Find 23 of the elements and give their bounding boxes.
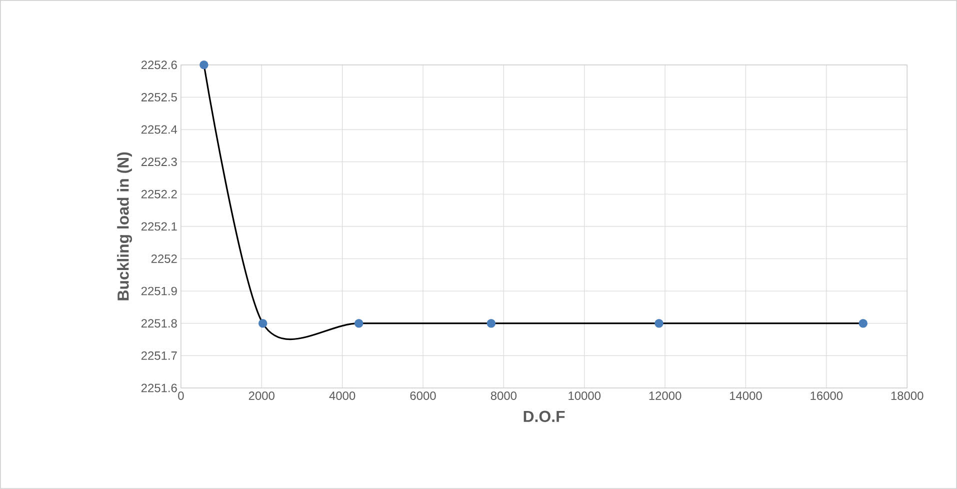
y-tick-label: 2252.5 [141,93,177,102]
y-tick-label: 2252.2 [141,190,177,198]
y-axis-title: Buckling load in (N) [117,152,132,300]
y-tick-label: 2252.3 [141,158,177,166]
x-tick-label: 14000 [730,392,762,400]
x-tick-label: 4000 [329,392,356,400]
x-tick-label: 18000 [891,392,924,400]
x-tick-label: 2000 [248,392,274,400]
y-tick-label: 2252.4 [141,125,178,134]
y-tick-label: 2252.6 [141,60,177,70]
x-tick-label: 16000 [810,392,843,400]
x-tick-label: 8000 [490,392,517,400]
y-tick-label: 2252.1 [141,222,177,231]
x-tick-label: 12000 [649,392,682,400]
x-axis-title: D.O.F [524,410,565,422]
x-tick-label: 10000 [568,392,601,400]
x-tick-label: 6000 [410,392,436,400]
x-tick-label: 0 [178,392,184,400]
y-tick-label: 2252 [151,254,177,264]
y-tick-label: 2251.8 [141,319,177,328]
y-tick-label: 2251.7 [141,351,177,360]
y-tick-label: 2251.9 [141,286,177,296]
y-tick-label: 2251.6 [141,384,177,392]
